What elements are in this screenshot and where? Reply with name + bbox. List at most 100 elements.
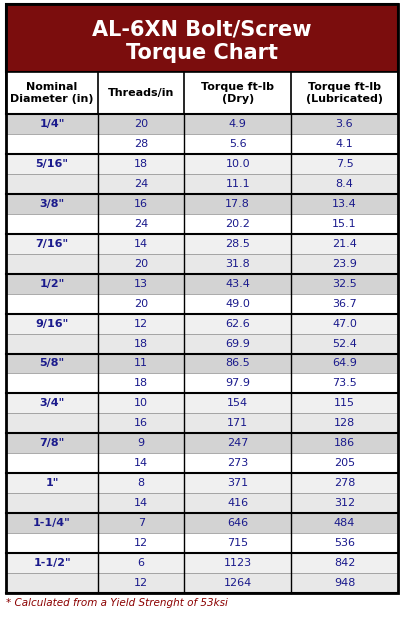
Text: 24: 24 (134, 179, 148, 189)
Text: 11.1: 11.1 (225, 179, 250, 189)
Bar (6, 533, 398, 553)
Text: 18: 18 (134, 378, 148, 388)
Text: 154: 154 (227, 398, 248, 408)
Text: 13.4: 13.4 (332, 199, 357, 209)
Bar (6, 473, 398, 493)
Bar (6, 493, 398, 513)
Bar (6, 314, 398, 334)
Text: 12: 12 (134, 319, 148, 329)
Text: 21.4: 21.4 (332, 239, 357, 249)
Text: 32.5: 32.5 (332, 279, 357, 289)
Text: 28: 28 (134, 139, 148, 149)
Text: 1123: 1123 (223, 558, 252, 568)
Bar (6, 274, 398, 294)
Text: 20: 20 (134, 119, 148, 129)
Text: 948: 948 (334, 578, 355, 588)
Text: 86.5: 86.5 (225, 359, 250, 369)
Text: 9: 9 (138, 438, 145, 448)
Text: 5.6: 5.6 (229, 139, 246, 149)
Text: 4.1: 4.1 (336, 139, 354, 149)
Text: 371: 371 (227, 478, 248, 488)
Text: 47.0: 47.0 (332, 319, 357, 329)
Text: 62.6: 62.6 (225, 319, 250, 329)
Bar (6, 413, 398, 433)
Text: 536: 536 (334, 538, 355, 548)
Text: 18: 18 (134, 159, 148, 169)
Bar (6, 154, 398, 174)
Text: 97.9: 97.9 (225, 378, 250, 388)
Text: 14: 14 (134, 498, 148, 508)
Text: 20.2: 20.2 (225, 219, 250, 229)
Bar (6, 334, 398, 354)
Text: 1/4": 1/4" (39, 119, 65, 129)
Text: 247: 247 (227, 438, 248, 448)
Text: 16: 16 (134, 199, 148, 209)
Text: 5/16": 5/16" (36, 159, 69, 169)
Bar (6, 214, 398, 234)
Bar (6, 354, 398, 374)
Text: 36.7: 36.7 (332, 299, 357, 309)
Text: Threads/in: Threads/in (108, 88, 175, 98)
Bar (6, 134, 398, 154)
Text: 9/16": 9/16" (36, 319, 69, 329)
Text: 12: 12 (134, 538, 148, 548)
Text: 28.5: 28.5 (225, 239, 250, 249)
Text: 3/8": 3/8" (40, 199, 65, 209)
Bar (6, 573, 398, 593)
Bar (6, 433, 398, 453)
Text: 43.4: 43.4 (225, 279, 250, 289)
Text: 1-1/2": 1-1/2" (33, 558, 71, 568)
Text: AL-6XN Bolt/Screw: AL-6XN Bolt/Screw (92, 20, 312, 40)
Bar (6, 174, 398, 194)
Text: 23.9: 23.9 (332, 259, 357, 269)
Text: 20: 20 (134, 259, 148, 269)
Text: 3/4": 3/4" (40, 398, 65, 408)
Text: 4.9: 4.9 (229, 119, 246, 129)
Text: 115: 115 (334, 398, 355, 408)
Text: 10: 10 (134, 398, 148, 408)
Bar (6, 234, 398, 254)
Text: 484: 484 (334, 518, 355, 528)
Bar (6, 194, 398, 214)
Text: 7/16": 7/16" (36, 239, 69, 249)
Text: 15.1: 15.1 (332, 219, 357, 229)
Text: 11: 11 (134, 359, 148, 369)
Text: 64.9: 64.9 (332, 359, 357, 369)
Text: 31.8: 31.8 (225, 259, 250, 269)
Text: 171: 171 (227, 418, 248, 428)
Bar (6, 4, 398, 72)
Text: 7: 7 (138, 518, 145, 528)
Text: 128: 128 (334, 418, 355, 428)
Text: 842: 842 (334, 558, 355, 568)
Text: 7/8": 7/8" (40, 438, 65, 448)
Text: 3.6: 3.6 (336, 119, 354, 129)
Text: 1": 1" (45, 478, 59, 488)
Text: * Calculated from a Yield Strenght of 53ksi: * Calculated from a Yield Strenght of 53… (6, 598, 228, 608)
Text: Nominal
Diameter (in): Nominal Diameter (in) (11, 82, 94, 104)
Text: 312: 312 (334, 498, 355, 508)
Text: 16: 16 (134, 418, 148, 428)
Text: 8.4: 8.4 (336, 179, 354, 189)
Bar (6, 393, 398, 413)
Text: 24: 24 (134, 219, 148, 229)
Text: 278: 278 (334, 478, 355, 488)
Text: 73.5: 73.5 (332, 378, 357, 388)
Text: 14: 14 (134, 458, 148, 468)
Bar (6, 72, 398, 114)
Text: 69.9: 69.9 (225, 339, 250, 349)
Text: 273: 273 (227, 458, 248, 468)
Text: 416: 416 (227, 498, 248, 508)
Text: 186: 186 (334, 438, 355, 448)
Bar (6, 513, 398, 533)
Text: 8: 8 (138, 478, 145, 488)
Bar (6, 294, 398, 314)
Text: 1264: 1264 (223, 578, 252, 588)
Bar (6, 374, 398, 393)
Text: 646: 646 (227, 518, 248, 528)
Text: 14: 14 (134, 239, 148, 249)
Text: 715: 715 (227, 538, 248, 548)
Text: 52.4: 52.4 (332, 339, 357, 349)
Text: 17.8: 17.8 (225, 199, 250, 209)
Text: 1/2": 1/2" (40, 279, 65, 289)
Text: 7.5: 7.5 (336, 159, 354, 169)
